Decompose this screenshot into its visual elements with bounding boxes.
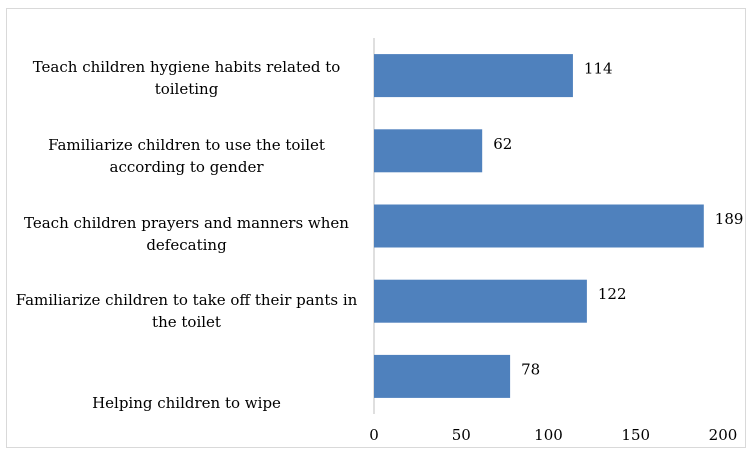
x-tick-label: 200 — [709, 426, 738, 444]
data-label: 189 — [715, 210, 744, 228]
category-label: Teach children prayers and manners when … — [24, 214, 349, 254]
data-label: 78 — [521, 360, 540, 378]
category-label: Familiarize children to take off their p… — [15, 291, 358, 331]
x-tick-label: 100 — [534, 426, 563, 444]
category-label: Familiarize children to use the toilet a… — [48, 136, 325, 176]
value-labels-group: 114 62 189 122 78 — [493, 60, 743, 379]
x-tick-labels-group: 0 50 100 150 200 — [369, 426, 737, 444]
bar — [374, 204, 704, 248]
bars-group — [374, 54, 704, 398]
data-label: 114 — [584, 60, 613, 78]
data-label: 62 — [493, 135, 512, 153]
x-tick-label: 0 — [369, 426, 379, 444]
x-tick-label: 150 — [621, 426, 650, 444]
bar — [374, 54, 573, 98]
bar — [374, 354, 511, 398]
x-tick-label: 50 — [452, 426, 471, 444]
bar — [374, 129, 483, 173]
category-label: Teach children hygiene habits related to… — [32, 58, 341, 98]
category-label: Helping children to wipe — [92, 394, 281, 412]
data-label: 122 — [598, 285, 627, 303]
bar — [374, 279, 587, 323]
